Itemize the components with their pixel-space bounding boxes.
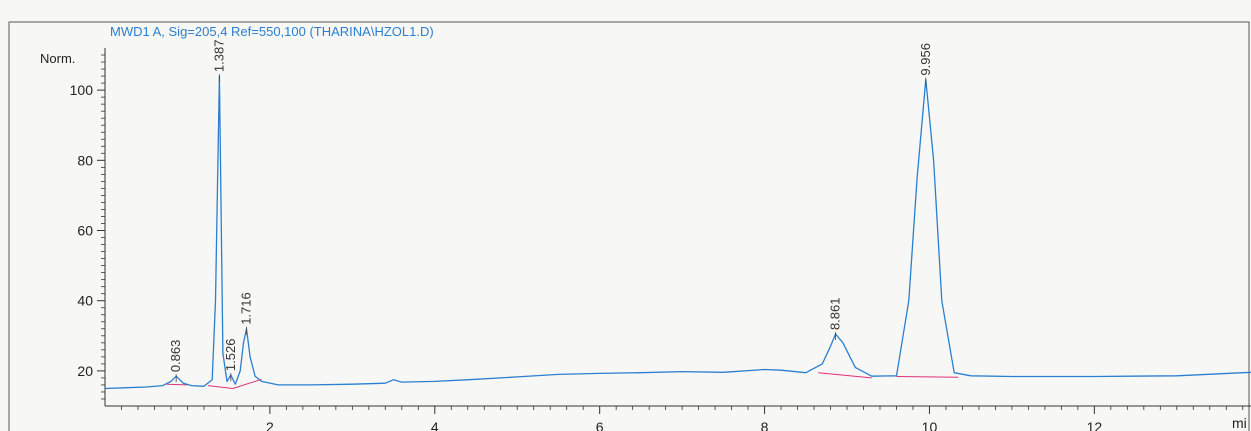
y-tick-label: 80 xyxy=(77,152,93,168)
baseline-segment xyxy=(818,372,872,379)
baseline-segment xyxy=(896,376,959,378)
outer-frame xyxy=(8,21,1250,431)
peak-label: 1.526 xyxy=(223,339,238,372)
baseline-segment xyxy=(208,378,262,390)
y-tick-label: 60 xyxy=(77,223,93,239)
peak-label: 9.956 xyxy=(918,43,933,76)
x-tick-label: 8 xyxy=(761,419,769,431)
chart-title: MWD1 A, Sig=205,4 Ref=550,100 (THARINA\H… xyxy=(110,24,434,39)
integration-baselines xyxy=(166,372,959,390)
peak-label: 0.863 xyxy=(168,340,183,373)
x-tick-label: 4 xyxy=(431,419,439,431)
x-axis-unit: mi xyxy=(1232,415,1247,431)
y-axis-label: Norm. xyxy=(40,51,75,66)
y-tick-label: 100 xyxy=(70,82,94,98)
y-tick-label: 20 xyxy=(77,363,93,379)
x-tick-label: 6 xyxy=(596,419,604,431)
signal-line xyxy=(104,75,1251,390)
y-tick-label: 40 xyxy=(77,293,93,309)
peak-label: 8.861 xyxy=(828,298,843,331)
peak-label: 1.716 xyxy=(238,292,253,325)
x-tick-label: 12 xyxy=(1087,419,1103,431)
signal-trace xyxy=(104,75,1251,390)
x-tick-label: 2 xyxy=(266,419,274,431)
axes: 20 40 60 80 100 2 4 6 8 10 12 xyxy=(70,48,1251,431)
peak-label: 1.387 xyxy=(211,40,226,73)
x-tick-label: 10 xyxy=(922,419,938,431)
baseline-segment xyxy=(166,383,188,386)
